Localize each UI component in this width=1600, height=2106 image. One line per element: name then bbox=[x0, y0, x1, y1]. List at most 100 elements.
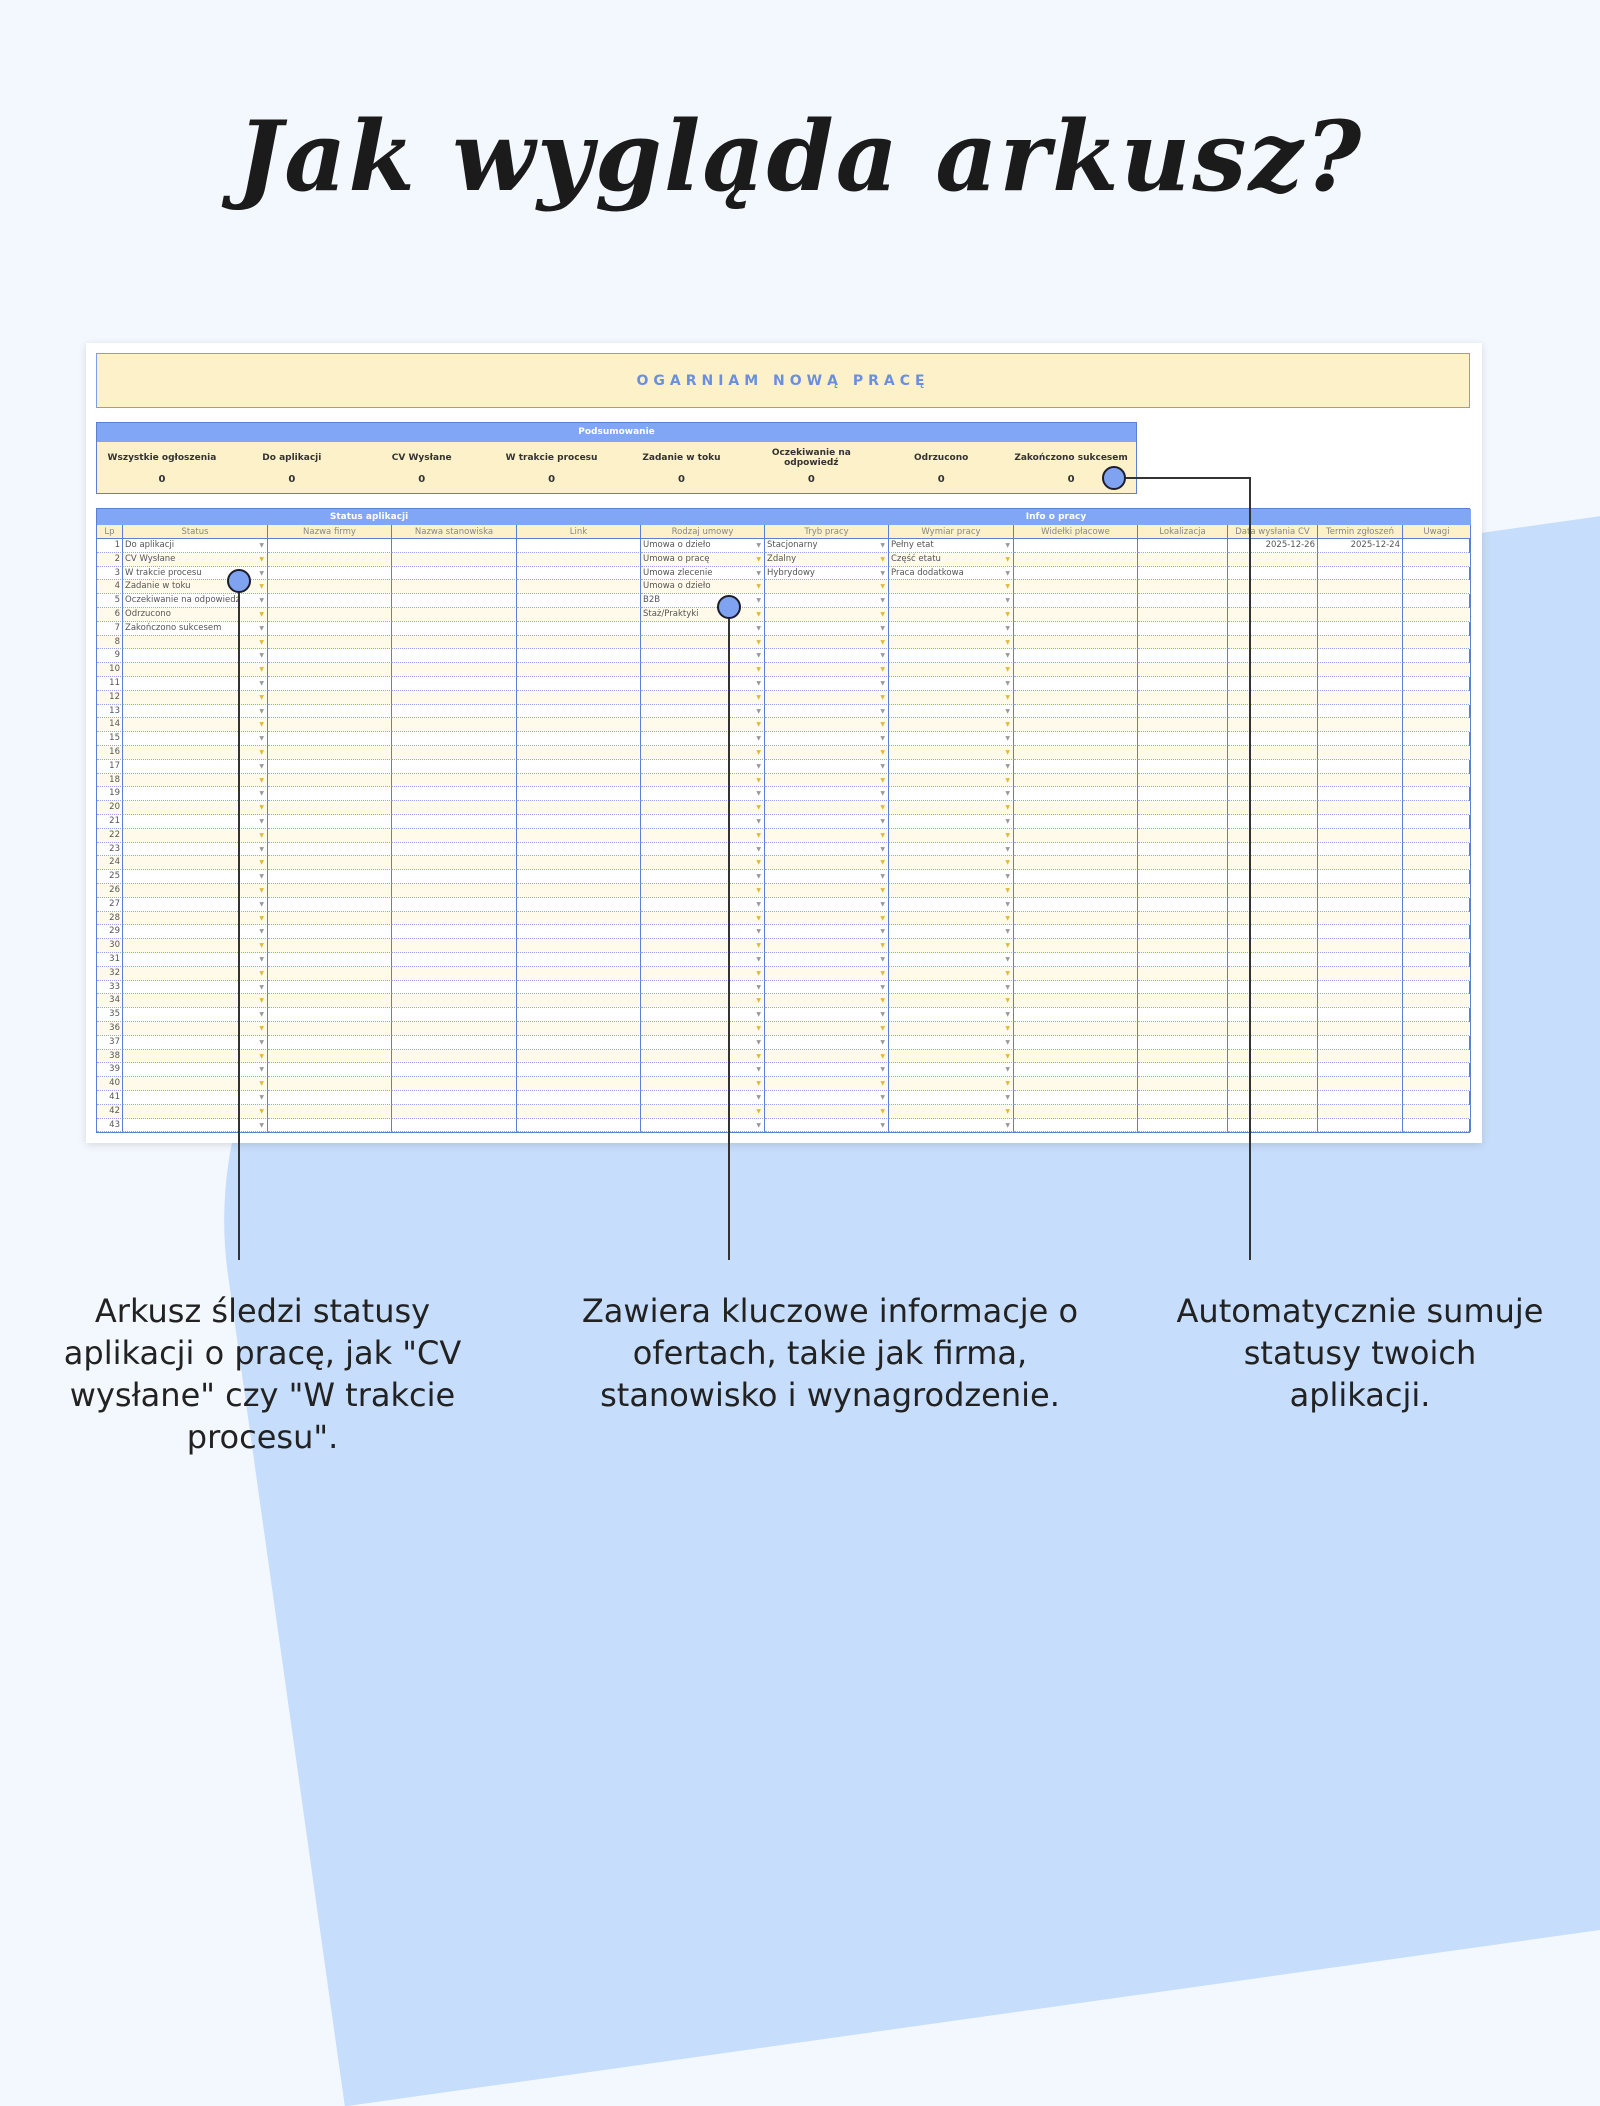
table-cell[interactable] bbox=[1228, 980, 1318, 995]
dropdown-arrow-icon[interactable]: ▼ bbox=[756, 831, 761, 839]
dropdown-arrow-icon[interactable]: ▼ bbox=[880, 804, 885, 812]
table-cell[interactable] bbox=[268, 566, 392, 581]
table-cell[interactable] bbox=[1138, 663, 1228, 677]
table-cell[interactable] bbox=[392, 1049, 517, 1064]
table-cell[interactable]: Praca dodatkowa ▼ bbox=[889, 566, 1014, 581]
table-cell[interactable] bbox=[1318, 1091, 1403, 1105]
table-cell[interactable] bbox=[1318, 746, 1403, 760]
table-cell[interactable] bbox=[268, 939, 392, 953]
table-cell[interactable]: ▼ bbox=[889, 718, 1014, 733]
dropdown-arrow-icon[interactable]: ▼ bbox=[259, 1107, 264, 1115]
dropdown-arrow-icon[interactable]: ▼ bbox=[259, 1080, 264, 1088]
table-cell[interactable] bbox=[1318, 621, 1403, 636]
table-cell[interactable]: ▼ bbox=[765, 677, 889, 691]
table-cell[interactable]: ▼ bbox=[123, 732, 268, 746]
dropdown-arrow-icon[interactable]: ▼ bbox=[1005, 969, 1010, 977]
dropdown-arrow-icon[interactable]: ▼ bbox=[880, 652, 885, 660]
dropdown-arrow-icon[interactable]: ▼ bbox=[259, 859, 264, 867]
table-cell[interactable] bbox=[1228, 773, 1318, 788]
dropdown-arrow-icon[interactable]: ▼ bbox=[880, 680, 885, 687]
table-cell[interactable] bbox=[392, 539, 517, 553]
dropdown-arrow-icon[interactable]: ▼ bbox=[1005, 707, 1010, 715]
table-cell[interactable] bbox=[1138, 1049, 1228, 1064]
table-cell[interactable]: ▼ bbox=[641, 953, 765, 967]
table-cell[interactable]: ▼ bbox=[123, 1049, 268, 1064]
table-cell[interactable]: ▼ bbox=[641, 746, 765, 760]
table-cell[interactable]: ▼ bbox=[765, 1049, 889, 1064]
dropdown-arrow-icon[interactable]: ▼ bbox=[259, 555, 264, 563]
dropdown-arrow-icon[interactable]: ▼ bbox=[880, 597, 885, 605]
table-cell[interactable]: ▼ bbox=[123, 663, 268, 677]
table-cell[interactable]: ▼ bbox=[765, 1077, 889, 1091]
table-cell[interactable]: ▼ bbox=[889, 1035, 1014, 1050]
table-cell[interactable] bbox=[1228, 870, 1318, 884]
table-cell[interactable] bbox=[517, 663, 641, 677]
dropdown-arrow-icon[interactable]: ▼ bbox=[756, 638, 761, 646]
table-cell[interactable] bbox=[1318, 815, 1403, 829]
dropdown-arrow-icon[interactable]: ▼ bbox=[259, 652, 264, 660]
table-cell[interactable] bbox=[1014, 842, 1138, 857]
table-cell[interactable]: ▼ bbox=[889, 621, 1014, 636]
dropdown-arrow-icon[interactable]: ▼ bbox=[756, 859, 761, 867]
table-cell[interactable] bbox=[517, 773, 641, 788]
table-cell[interactable] bbox=[517, 897, 641, 912]
table-cell[interactable]: ▼ bbox=[889, 746, 1014, 760]
table-cell[interactable] bbox=[1014, 759, 1138, 774]
table-cell[interactable] bbox=[392, 1118, 517, 1133]
dropdown-arrow-icon[interactable]: ▼ bbox=[259, 693, 264, 701]
dropdown-arrow-icon[interactable]: ▼ bbox=[880, 914, 885, 922]
dropdown-arrow-icon[interactable]: ▼ bbox=[880, 887, 885, 894]
table-cell[interactable] bbox=[268, 801, 392, 815]
table-cell[interactable]: ▼ bbox=[889, 690, 1014, 705]
table-cell[interactable] bbox=[392, 980, 517, 995]
dropdown-arrow-icon[interactable]: ▼ bbox=[259, 611, 264, 618]
table-cell[interactable] bbox=[268, 953, 392, 967]
table-cell[interactable] bbox=[1228, 677, 1318, 691]
table-cell[interactable]: ▼ bbox=[889, 1022, 1014, 1036]
dropdown-arrow-icon[interactable]: ▼ bbox=[1005, 611, 1010, 618]
table-cell[interactable] bbox=[268, 746, 392, 760]
table-cell[interactable]: ▼ bbox=[641, 897, 765, 912]
table-cell[interactable] bbox=[392, 704, 517, 719]
dropdown-arrow-icon[interactable]: ▼ bbox=[1005, 818, 1010, 825]
table-cell[interactable] bbox=[268, 1091, 392, 1105]
table-cell[interactable] bbox=[1403, 1063, 1471, 1078]
dropdown-arrow-icon[interactable]: ▼ bbox=[880, 1080, 885, 1088]
table-cell[interactable] bbox=[1014, 1091, 1138, 1105]
table-cell[interactable]: Zdalny ▼ bbox=[765, 552, 889, 567]
table-cell[interactable] bbox=[392, 677, 517, 691]
dropdown-arrow-icon[interactable]: ▼ bbox=[880, 859, 885, 867]
table-cell[interactable]: ▼ bbox=[765, 925, 889, 940]
dropdown-arrow-icon[interactable]: ▼ bbox=[880, 1121, 885, 1129]
table-cell[interactable] bbox=[268, 787, 392, 802]
table-cell[interactable] bbox=[1228, 1035, 1318, 1050]
table-cell[interactable]: ▼ bbox=[641, 815, 765, 829]
dropdown-arrow-icon[interactable]: ▼ bbox=[1005, 914, 1010, 922]
dropdown-arrow-icon[interactable]: ▼ bbox=[1005, 804, 1010, 812]
table-cell[interactable]: ▼ bbox=[765, 801, 889, 815]
table-cell[interactable] bbox=[517, 732, 641, 746]
table-cell[interactable]: ▼ bbox=[889, 1008, 1014, 1022]
table-cell[interactable]: ▼ bbox=[765, 759, 889, 774]
table-cell[interactable] bbox=[1403, 856, 1471, 871]
table-cell[interactable]: ▼ bbox=[123, 1118, 268, 1133]
table-cell[interactable] bbox=[1228, 718, 1318, 733]
table-cell[interactable] bbox=[517, 746, 641, 760]
dropdown-arrow-icon[interactable]: ▼ bbox=[880, 776, 885, 784]
table-cell[interactable] bbox=[392, 897, 517, 912]
table-cell[interactable] bbox=[1318, 966, 1403, 981]
dropdown-arrow-icon[interactable]: ▼ bbox=[880, 983, 885, 991]
dropdown-arrow-icon[interactable]: ▼ bbox=[756, 721, 761, 729]
table-cell[interactable] bbox=[517, 870, 641, 884]
table-cell[interactable] bbox=[392, 911, 517, 926]
dropdown-arrow-icon[interactable]: ▼ bbox=[1005, 776, 1010, 784]
table-cell[interactable] bbox=[1138, 801, 1228, 815]
table-cell[interactable]: ▼ bbox=[123, 911, 268, 926]
table-cell[interactable] bbox=[517, 608, 641, 622]
dropdown-arrow-icon[interactable]: ▼ bbox=[259, 845, 264, 853]
table-cell[interactable] bbox=[392, 718, 517, 733]
table-cell[interactable] bbox=[1403, 677, 1471, 691]
table-cell[interactable] bbox=[517, 980, 641, 995]
table-cell[interactable]: Oczekiwanie na odpowiedź ▼ bbox=[123, 594, 268, 608]
table-cell[interactable]: ▼ bbox=[889, 677, 1014, 691]
